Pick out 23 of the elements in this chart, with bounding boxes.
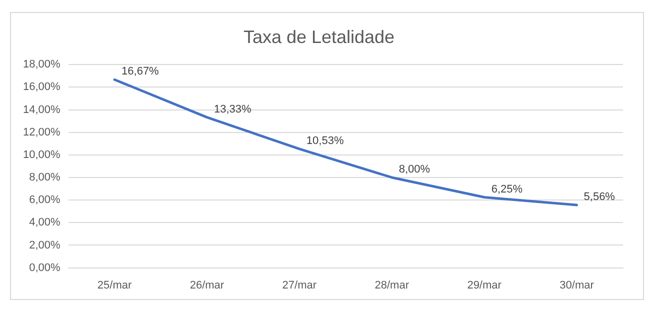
y-tick-label: 12,00% xyxy=(22,126,61,138)
x-tick-label: 29/mar xyxy=(467,279,502,292)
y-tick-label: 2,00% xyxy=(29,239,61,252)
chart-title: Taxa de Letalidade xyxy=(243,26,395,47)
x-tick-label: 28/mar xyxy=(374,279,410,292)
data-label: 13,33% xyxy=(214,103,252,116)
y-tick-label: 18,00% xyxy=(22,58,61,71)
x-tick-label: 30/mar xyxy=(560,279,594,292)
y-tick-label: 8,00% xyxy=(29,172,61,184)
data-label: 10,53% xyxy=(306,134,344,147)
x-tick-label: 27/mar xyxy=(282,279,317,292)
data-label: 5,56% xyxy=(584,191,616,204)
y-tick-label: 0,00% xyxy=(29,262,61,274)
data-label: 6,25% xyxy=(491,183,523,196)
y-tick-label: 4,00% xyxy=(29,216,61,229)
y-tick-label: 14,00% xyxy=(22,104,61,116)
x-tick-label: 26/mar xyxy=(190,279,224,292)
y-tick-label: 6,00% xyxy=(29,194,61,206)
data-label: 8,00% xyxy=(398,164,430,176)
data-label: 16,67% xyxy=(122,66,160,78)
y-tick-label: 10,00% xyxy=(22,148,61,161)
x-tick-label: 25/mar xyxy=(97,279,132,292)
y-tick-label: 16,00% xyxy=(22,81,61,94)
